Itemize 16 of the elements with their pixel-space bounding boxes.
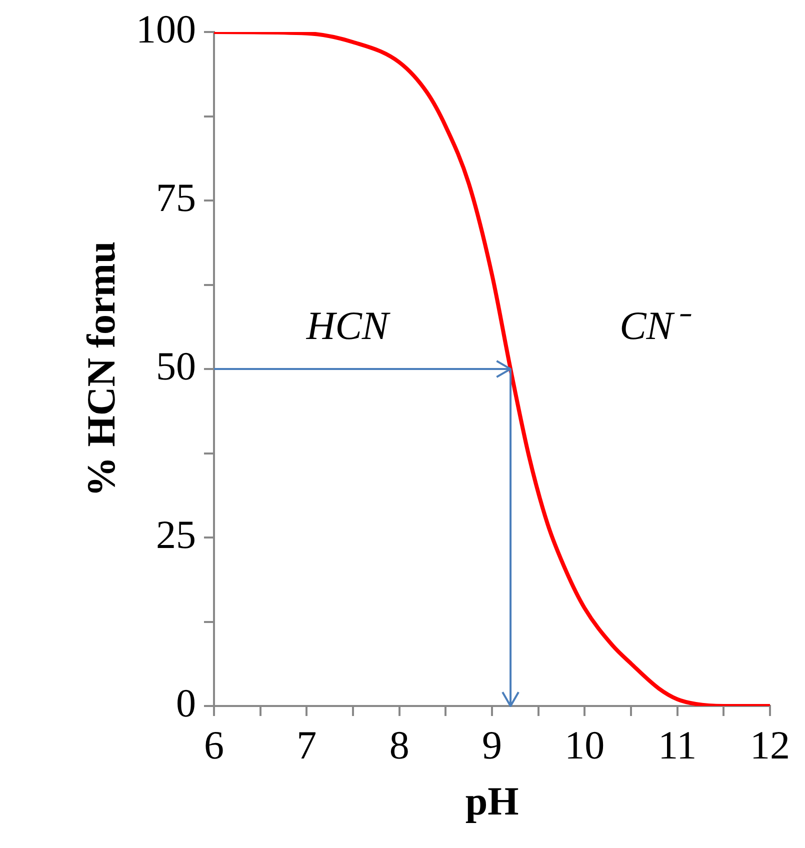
y-tick-label: 25 [156,512,196,557]
x-tick-label: 8 [389,722,410,768]
x-tick-label: 9 [482,722,502,768]
annotation: CN⁻ [620,303,692,348]
annotation: HCN [305,303,391,348]
x-tick-label: 7 [296,722,317,768]
x-tick-label: 11 [658,722,697,768]
x-axis-title: pH [465,778,519,824]
x-tick-label: 6 [204,722,224,768]
y-tick-label: 50 [156,344,196,388]
x-tick-label: 12 [750,722,790,768]
y-tick-label: 0 [176,680,196,726]
y-tick-label: 100 [136,6,196,52]
x-tick-label: 10 [564,722,605,768]
y-tick-label: 75 [156,175,196,220]
y-axis-title: % HCN formu [78,241,124,497]
